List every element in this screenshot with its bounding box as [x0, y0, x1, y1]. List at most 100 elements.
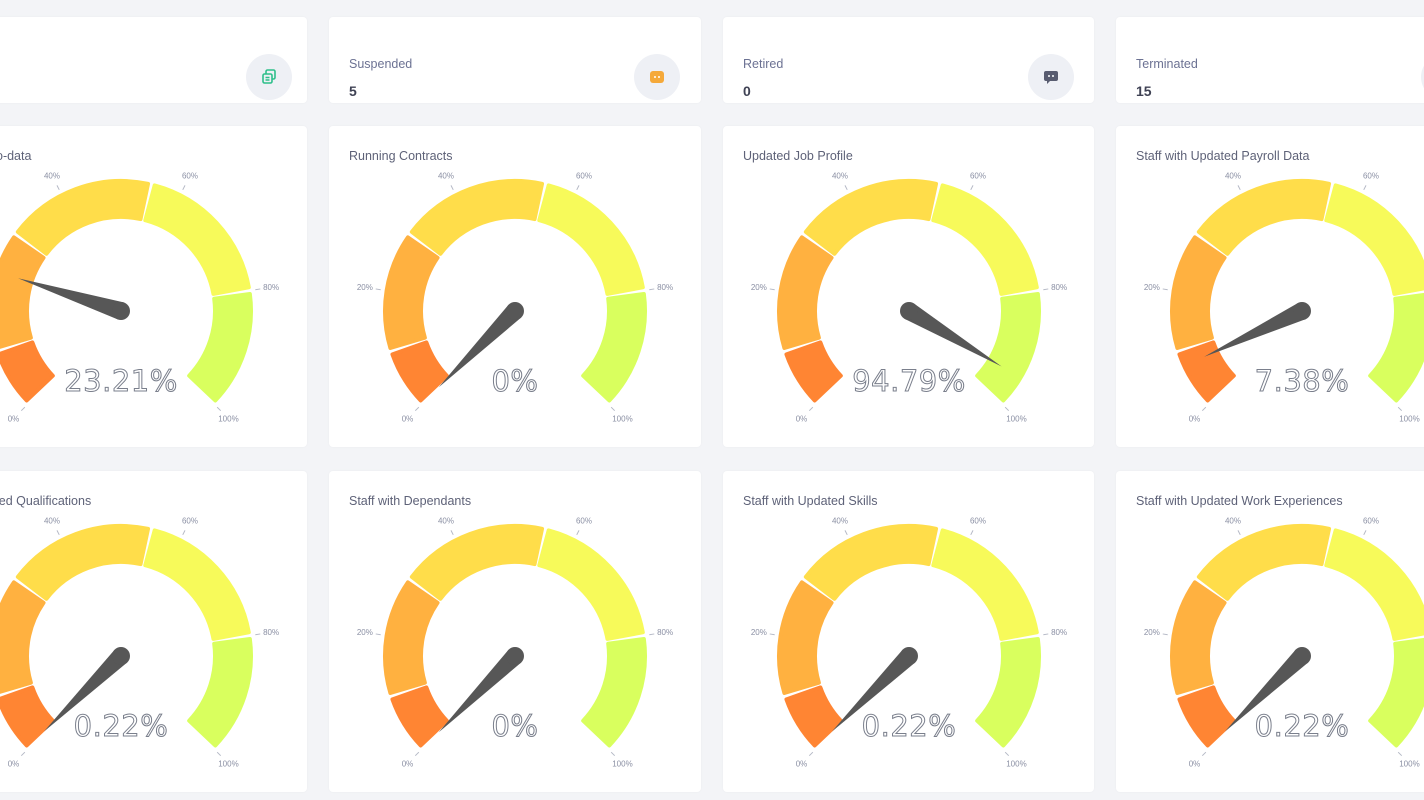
gauge-tick-label: 60%	[576, 172, 592, 181]
gauge-segment	[931, 183, 1039, 296]
gauge-tick-label: 20%	[1144, 283, 1160, 292]
gauge-title: Running Contracts	[349, 149, 453, 163]
stat-value: 15	[1136, 83, 1152, 99]
gauge-needle	[438, 304, 522, 388]
gauge-tick	[375, 633, 381, 636]
gauge-tick	[414, 751, 420, 757]
gauge-tick-label: 60%	[970, 517, 986, 526]
gauge-segment	[383, 580, 440, 695]
stat-card-staff: taff	[0, 17, 307, 103]
gauge-segment	[0, 685, 55, 748]
gauge-tick-label: 40%	[44, 517, 60, 526]
gauge-segment	[1368, 292, 1424, 403]
gauge-tick-label: 40%	[1225, 517, 1241, 526]
gauge-needle-hub	[112, 302, 130, 320]
gauge-tick	[1004, 406, 1010, 412]
gauge-segment	[1170, 235, 1227, 350]
gauge-tick	[56, 185, 60, 191]
copy-icon	[246, 54, 292, 100]
gauge-tick-label: 40%	[832, 172, 848, 181]
gauge-needle-hub	[506, 647, 524, 665]
gauge-tick	[649, 288, 655, 291]
gauge-card: h full Bio-data 0%20%40%60%80%100% 23.21…	[0, 126, 307, 447]
gauge-needle	[18, 278, 124, 320]
gauge-tick	[844, 530, 848, 536]
gauge-segment	[0, 340, 55, 403]
gauge-tick	[808, 406, 814, 412]
gauge-tick	[1043, 633, 1049, 636]
gauge-needle	[904, 303, 1002, 367]
stat-card-retired: Retired 0	[723, 17, 1094, 103]
gauge-tick-label: 0%	[8, 759, 20, 768]
gauge-value: 0.22%	[1254, 709, 1350, 744]
gauge-needle	[43, 649, 128, 732]
gauge-tick-label: 80%	[263, 628, 279, 637]
gauge-tick	[1162, 633, 1168, 636]
gauge-chart: 0%20%40%60%80%100%	[1144, 172, 1424, 423]
gauge-segment	[409, 179, 545, 256]
gauge-needle	[1204, 302, 1306, 357]
gauge-tick-label: 100%	[218, 759, 238, 768]
gauge-segment	[15, 524, 151, 601]
gauge-segment	[1177, 340, 1236, 403]
gauge-title: Staff with Dependants	[349, 494, 472, 508]
gauge-tick-label: 0%	[402, 414, 414, 423]
gauge-needle	[438, 649, 522, 733]
gauge-tick	[56, 530, 60, 536]
gauge-segment	[537, 183, 645, 296]
gauge-chart: 0%20%40%60%80%100%	[357, 517, 673, 769]
gauge-segment	[1324, 528, 1424, 641]
gauge-segment	[581, 637, 647, 748]
gauge-tick	[970, 530, 974, 536]
gauge-segment	[390, 685, 449, 748]
gauge-tick-label: 40%	[1225, 172, 1241, 181]
gauge-tick	[182, 530, 186, 536]
gauge-segment	[784, 340, 843, 403]
gauge-tick-label: 100%	[1399, 414, 1419, 423]
gauge-tick-label: 100%	[1399, 759, 1419, 768]
gauge-tick-label: 100%	[1006, 414, 1026, 423]
gauge-tick-label: 80%	[657, 283, 673, 292]
gauge-segment	[143, 528, 251, 641]
gauge-segment	[1368, 637, 1424, 748]
gauge-card: Staff with Updated Skills 0% 20% 40% 60% 80%…	[723, 471, 1094, 792]
gauge-tick	[769, 633, 775, 636]
gauge-segment	[1196, 524, 1332, 601]
gauge-needle-hub	[1293, 302, 1311, 320]
gauge-segment	[784, 685, 843, 748]
gauge-tick-label: 0%	[1189, 759, 1201, 768]
gauge-tick-label: 100%	[612, 414, 632, 423]
gauge-value: 23.21%	[64, 364, 178, 399]
stat-value: 5	[349, 83, 357, 99]
gauge-tick-label: 40%	[832, 517, 848, 526]
gauge-tick-label: 60%	[576, 517, 592, 526]
gauge-value: 0%	[491, 709, 539, 744]
gauge-segment	[803, 179, 939, 256]
gauge-tick-label: 100%	[612, 759, 632, 768]
partial-icon	[1421, 54, 1424, 100]
gauge-tick-label: 0%	[402, 759, 414, 768]
gauge-segment	[143, 183, 251, 296]
gauge-segment	[931, 528, 1039, 641]
gauge-tick-label: 40%	[438, 172, 454, 181]
gauge-chart: 0%20%40%60%80%100%	[0, 517, 279, 768]
gauge-tick	[216, 751, 222, 757]
gauge-chart: 0%20%40%60%80%100%	[751, 517, 1067, 769]
gauge-tick	[610, 751, 616, 757]
gauge-tick-label: 20%	[357, 283, 373, 292]
gauge-tick	[610, 406, 616, 412]
gauge-segment	[390, 340, 449, 403]
gauge-tick	[1363, 185, 1367, 191]
gauge-tick	[182, 185, 186, 191]
gauge-tick	[375, 288, 381, 291]
gauge-tick-label: 60%	[182, 517, 198, 526]
gauge-chart: 0%20%40%60%80%100%	[0, 172, 279, 423]
gauge-tick	[1162, 288, 1168, 291]
gauge-value: 7.38%	[1254, 364, 1350, 399]
gauge-card: Staff with Updated Payroll Data 0% 20% 40%…	[1116, 126, 1424, 447]
gauge-card: Staff with Dependants 0% 20% 40% 60% 80% 100%…	[329, 471, 701, 792]
gauge-tick-label: 80%	[1051, 628, 1067, 637]
gauge-tick	[1397, 751, 1403, 757]
gauge-card: Running Contracts 0% 20% 40% 60% 80% 100% 0%	[329, 126, 701, 447]
gauge-tick	[844, 185, 848, 191]
